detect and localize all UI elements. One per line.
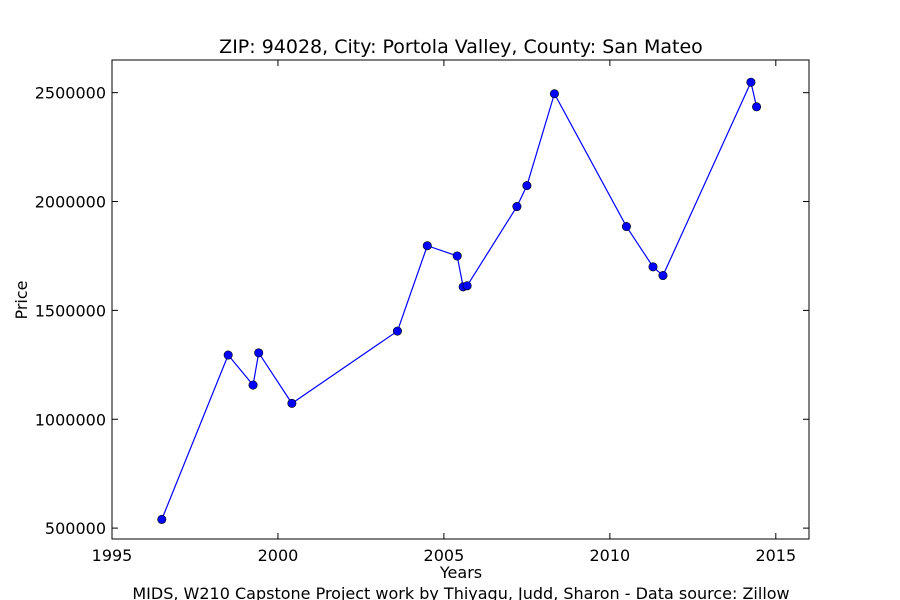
data-point <box>746 77 756 87</box>
x-tick-label: 1995 <box>92 546 133 565</box>
y-tick-label: 2000000 <box>35 193 106 212</box>
y-axis: 500000 1000000 1500000 2000000 2500000 <box>35 84 809 538</box>
x-tick-label: 2015 <box>755 546 796 565</box>
data-point <box>422 241 432 251</box>
data-point <box>287 398 297 408</box>
data-point <box>648 262 658 272</box>
data-point <box>752 102 762 112</box>
series-line <box>161 80 758 520</box>
data-point <box>254 348 264 358</box>
data-point <box>621 222 631 232</box>
x-axis-label: Years <box>439 563 482 582</box>
data-point <box>462 281 472 291</box>
chart-title: ZIP: 94028, City: Portola Valley, County… <box>219 36 703 58</box>
data-point <box>549 89 559 99</box>
data-point <box>248 380 258 390</box>
y-axis-label: Price <box>12 280 31 319</box>
x-tick-label: 2000 <box>258 546 299 565</box>
series-layer <box>157 77 762 524</box>
y-tick-label: 2500000 <box>35 84 106 103</box>
chart-caption: MIDS, W210 Capstone Project work by Thiy… <box>132 584 789 600</box>
data-point <box>157 514 167 524</box>
y-tick-label: 500000 <box>45 519 106 538</box>
data-point <box>452 251 462 261</box>
y-tick-label: 1500000 <box>35 301 106 320</box>
data-point <box>223 350 233 360</box>
y-tick-label: 1000000 <box>35 410 106 429</box>
x-axis: 1995 2000 2005 2010 2015 <box>92 60 796 565</box>
data-point <box>658 271 668 281</box>
x-tick-label: 2010 <box>589 546 630 565</box>
data-point <box>512 202 522 212</box>
data-point <box>522 181 532 191</box>
data-point <box>392 326 402 336</box>
x-tick-label: 2005 <box>424 546 465 565</box>
plot-area <box>111 59 810 540</box>
